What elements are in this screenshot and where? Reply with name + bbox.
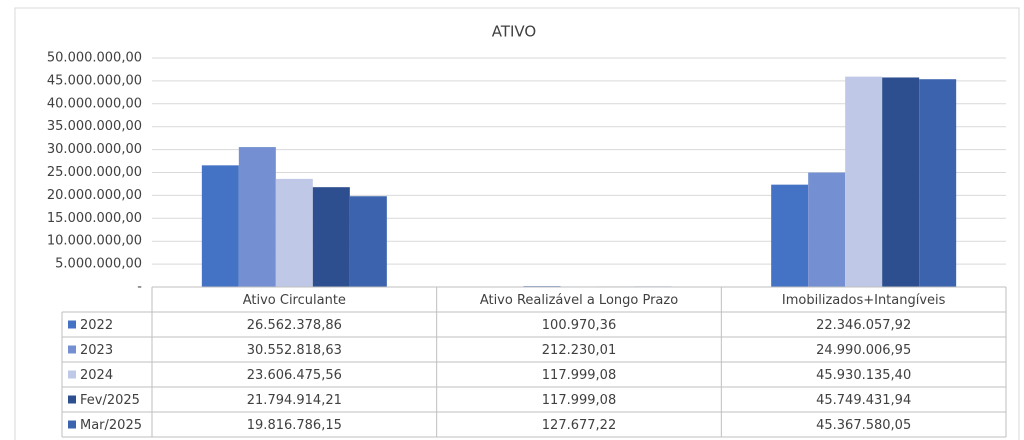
bar: [238, 147, 276, 287]
table-value: 127.677,22: [542, 418, 616, 433]
table-value: 212.230,01: [542, 343, 616, 358]
table-value: 21.794.914,21: [247, 393, 342, 408]
legend-label: Mar/2025: [80, 418, 142, 433]
table-value: 45.367.580,05: [816, 418, 911, 433]
table-value: 22.346.057,92: [816, 318, 911, 333]
chart-title: ATIVO: [492, 23, 537, 41]
table-value: 19.816.786,15: [247, 418, 342, 433]
y-tick-label: 45.000.000,00: [47, 73, 142, 88]
x-tick-label: Ativo Circulante: [243, 293, 346, 308]
legend-label: 2022: [80, 318, 113, 333]
table-value: 45.749.431,94: [816, 393, 911, 408]
y-tick-label: 30.000.000,00: [47, 142, 142, 157]
y-tick-label: 40.000.000,00: [47, 96, 142, 111]
y-tick-label: 5.000.000,00: [55, 257, 142, 272]
bar: [275, 178, 313, 287]
bar: [201, 165, 239, 287]
legend-label: 2024: [80, 368, 113, 383]
bar: [882, 77, 920, 288]
bar: [771, 184, 809, 287]
x-tick-label: Ativo Realizável a Longo Prazo: [480, 293, 678, 308]
y-tick-label: 35.000.000,00: [47, 119, 142, 134]
table-value: 23.606.475,56: [247, 368, 342, 383]
table-value: 26.562.378,86: [247, 318, 342, 333]
x-tick-label: Imobilizados+Intangíveis: [782, 293, 946, 308]
legend-key: [68, 370, 76, 379]
bar: [919, 79, 957, 287]
y-tick-label: 25.000.000,00: [47, 165, 142, 180]
y-tick-label: 50.000.000,00: [47, 51, 142, 66]
y-tick-label: 20.000.000,00: [47, 188, 142, 203]
bar: [312, 187, 350, 287]
legend-label: 2023: [80, 343, 113, 358]
y-tick-label: 15.000.000,00: [47, 211, 142, 226]
bar: [349, 196, 387, 287]
legend-key: [68, 320, 76, 329]
table-value: 100.970,36: [542, 318, 616, 333]
legend-key: [68, 345, 76, 354]
table-value: 45.930.135,40: [816, 368, 911, 383]
table-value: 30.552.818,63: [247, 343, 342, 358]
table-value: 117.999,08: [542, 393, 616, 408]
bar: [845, 76, 883, 287]
table-value: 117.999,08: [542, 368, 616, 383]
legend-key: [68, 395, 76, 404]
y-tick-label: 10.000.000,00: [47, 234, 142, 249]
bar: [808, 172, 846, 287]
table-value: 24.990.006,95: [816, 343, 911, 358]
legend-key: [68, 420, 76, 429]
legend-label: Fev/2025: [80, 393, 140, 408]
y-tick-label: -: [137, 280, 142, 295]
